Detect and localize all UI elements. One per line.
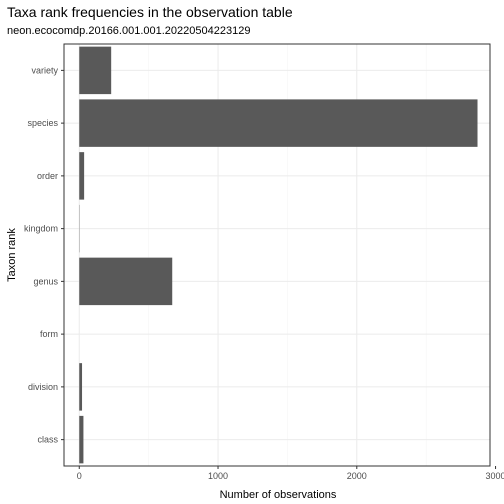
bar-class — [79, 415, 84, 464]
x-tick-label: 1000 — [208, 471, 228, 481]
bar-genus — [79, 257, 173, 306]
y-tick-label-kingdom: kingdom — [24, 224, 58, 234]
x-axis-title: Number of observations — [220, 489, 337, 501]
bars — [79, 46, 478, 464]
bar-species — [79, 99, 478, 147]
bar-variety — [79, 46, 112, 95]
x-tick-label: 3000 — [486, 471, 504, 481]
y-tick-label-division: division — [28, 382, 58, 392]
y-axis-title: Taxon rank — [6, 228, 18, 282]
x-axis-ticks: 0 1000 2000 3000 — [77, 466, 504, 481]
y-tick-label-class: class — [37, 435, 58, 445]
x-tick-label: 2000 — [347, 471, 367, 481]
bar-order — [79, 152, 85, 200]
panel-border — [63, 43, 491, 467]
y-tick-label-genus: genus — [33, 276, 58, 286]
x-tick-label: 0 — [77, 471, 82, 481]
y-tick-label-variety: variety — [31, 65, 58, 75]
y-tick-label-species: species — [27, 118, 58, 128]
chart-subtitle: neon.ecocomdp.20166.001.001.202205042231… — [7, 25, 250, 37]
y-tick-label-order: order — [37, 171, 58, 181]
y-axis-ticks: variety species order kingdom genus form divis… — [24, 65, 64, 445]
chart-title: Taxa rank frequencies in the observation… — [7, 4, 293, 20]
y-tick-label-form: form — [40, 329, 58, 339]
bar-division — [79, 363, 83, 411]
